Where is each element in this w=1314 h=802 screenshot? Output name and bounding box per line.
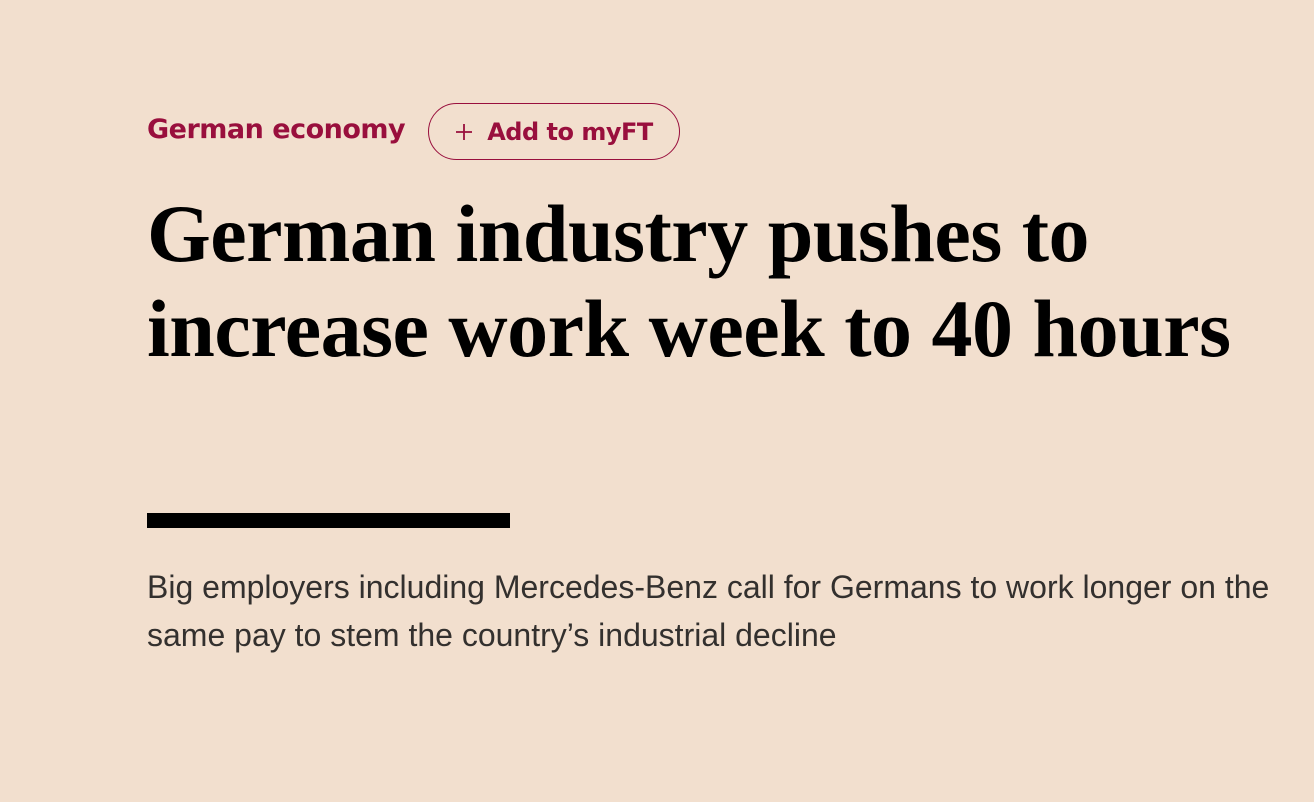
headline: German industry pushes to increase work … xyxy=(147,188,1231,374)
add-to-myft-button[interactable]: Add to myFT xyxy=(428,103,680,160)
plus-icon xyxy=(456,123,473,140)
button-label: Add to myFT xyxy=(487,117,653,146)
topic-link[interactable]: German economy xyxy=(147,114,406,145)
divider xyxy=(147,513,510,528)
standfirst: Big employers including Mercedes-Benz ca… xyxy=(147,569,1270,653)
